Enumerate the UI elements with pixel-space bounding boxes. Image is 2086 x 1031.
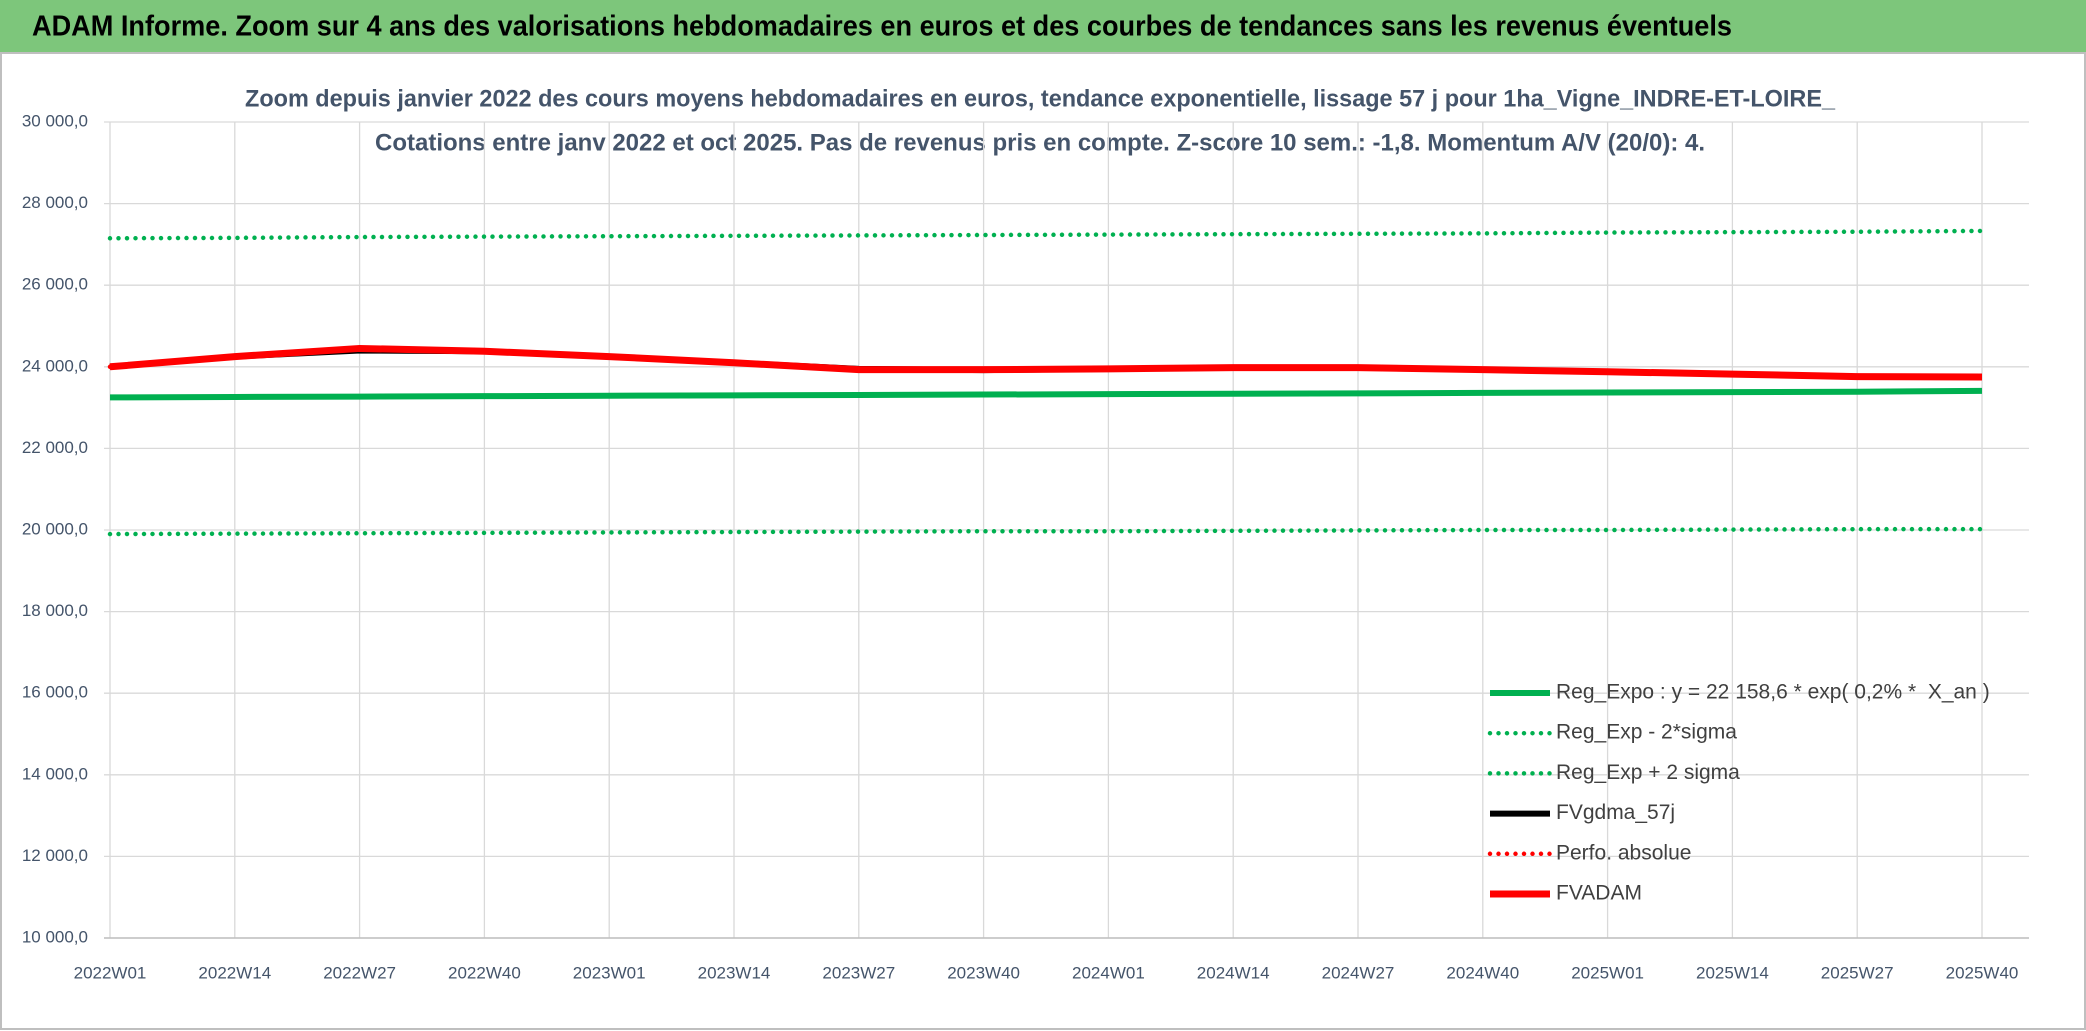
y-tick-label: 30 000,0 <box>22 111 88 130</box>
legend-label: Reg_Exp - 2*sigma <box>1556 721 1737 744</box>
x-tick-label: 2022W14 <box>198 963 271 982</box>
x-tick-label: 2023W40 <box>947 963 1020 982</box>
x-tick-label: 2023W14 <box>698 963 771 982</box>
x-tick-label: 2024W40 <box>1446 963 1519 982</box>
y-tick-label: 22 000,0 <box>22 438 88 457</box>
chart-frame <box>0 52 2086 1030</box>
banner <box>0 0 2086 53</box>
chart-subtitle: Cotations entre janv 2022 et oct 2025. P… <box>375 129 1705 156</box>
series-line <box>109 344 1983 381</box>
legend-label: Reg_Exp + 2 sigma <box>1556 761 1740 784</box>
y-tick-label: 12 000,0 <box>22 846 88 865</box>
x-tick-label: 2024W27 <box>1322 963 1395 982</box>
y-tick-label: 26 000,0 <box>22 275 88 294</box>
x-tick-label: 2022W40 <box>448 963 521 982</box>
y-tick-label: 20 000,0 <box>22 519 88 538</box>
legend-label: Perfo. absolue <box>1556 841 1691 864</box>
series-line <box>107 526 1985 537</box>
x-tick-label: 2022W27 <box>323 963 396 982</box>
x-tick-label: 2025W01 <box>1571 963 1644 982</box>
y-tick-label: 14 000,0 <box>22 764 88 783</box>
y-tick-label: 24 000,0 <box>22 356 88 375</box>
chart-title: Zoom depuis janvier 2022 des cours moyen… <box>245 85 1836 112</box>
x-tick-label: 2023W01 <box>573 963 646 982</box>
series-line <box>109 387 1983 401</box>
banner-title: ADAM Informe. Zoom sur 4 ans des valoris… <box>32 11 1732 43</box>
x-tick-label: 2024W14 <box>1197 963 1270 982</box>
x-tick-label: 2025W40 <box>1946 963 2019 982</box>
y-tick-label: 10 000,0 <box>22 927 88 946</box>
legend-label: FVADAM <box>1556 882 1642 905</box>
x-tick-label: 2023W27 <box>822 963 895 982</box>
x-tick-label: 2025W14 <box>1696 963 1769 982</box>
y-tick-label: 28 000,0 <box>22 193 88 212</box>
legend-label: Reg_Expo : y = 22 158,6 * exp( 0,2% * X_… <box>1556 681 1990 704</box>
x-tick-label: 2024W01 <box>1072 963 1145 982</box>
x-tick-label: 2025W27 <box>1821 963 1894 982</box>
y-tick-label: 18 000,0 <box>22 601 88 620</box>
y-tick-label: 16 000,0 <box>22 683 88 702</box>
legend-label: FVgdma_57j <box>1556 801 1675 824</box>
x-tick-label: 2022W01 <box>74 963 147 982</box>
series-line <box>107 228 1985 241</box>
